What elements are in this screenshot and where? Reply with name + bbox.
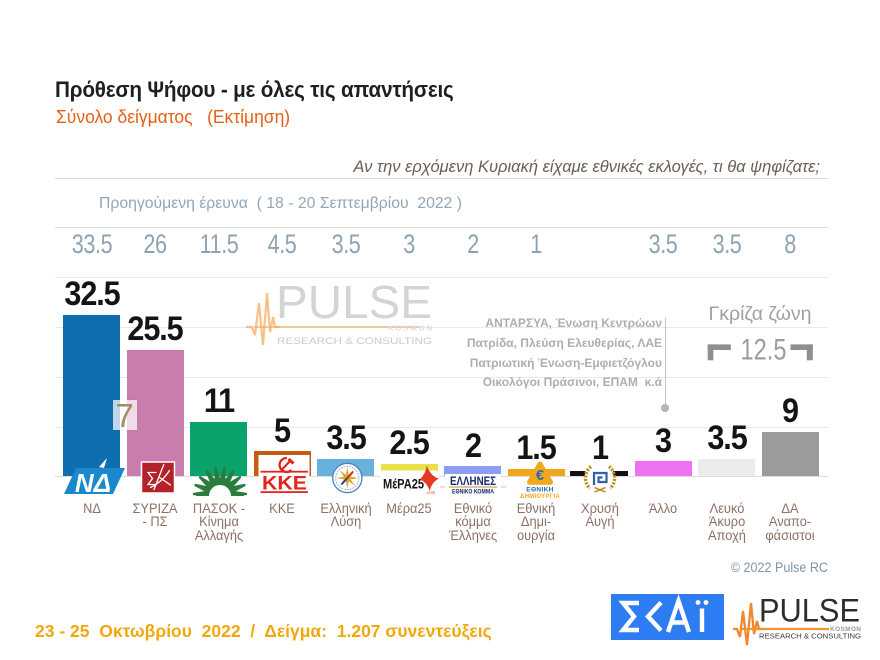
svg-text:KOSMON: KOSMON — [388, 324, 432, 333]
svg-text:ΜέΡΑ25: ΜέΡΑ25 — [383, 477, 424, 492]
svg-text:ΝΔ: ΝΔ — [75, 468, 111, 498]
svg-text:KOSMON: KOSMON — [830, 626, 861, 633]
svg-text:€: € — [536, 468, 544, 484]
svg-text:ΕΘΝΙΚΗ: ΕΘΝΙΚΗ — [526, 486, 553, 493]
svg-text:.com: .com — [426, 490, 436, 495]
svg-text:PULSE: PULSE — [276, 278, 432, 328]
svg-text:ΔΗΜΙΟΥΡΓΙΑ: ΔΗΜΙΟΥΡΓΙΑ — [520, 493, 560, 500]
svg-text:RESEARCH & CONSULTING: RESEARCH & CONSULTING — [759, 634, 861, 641]
svg-text:ΚΚΕ: ΚΚΕ — [262, 474, 307, 495]
svg-text:12.5: 12.5 — [741, 335, 787, 365]
svg-text:ΕΘΝΙΚΟ ΚΟΜΜΑ: ΕΘΝΙΚΟ ΚΟΜΜΑ — [452, 489, 494, 496]
svg-text:ΕΛΛΗΝΕΣ: ΕΛΛΗΝΕΣ — [450, 474, 496, 488]
svg-text:RESEARCH & CONSULTING: RESEARCH & CONSULTING — [277, 336, 432, 347]
svg-text:PULSE: PULSE — [759, 593, 860, 629]
